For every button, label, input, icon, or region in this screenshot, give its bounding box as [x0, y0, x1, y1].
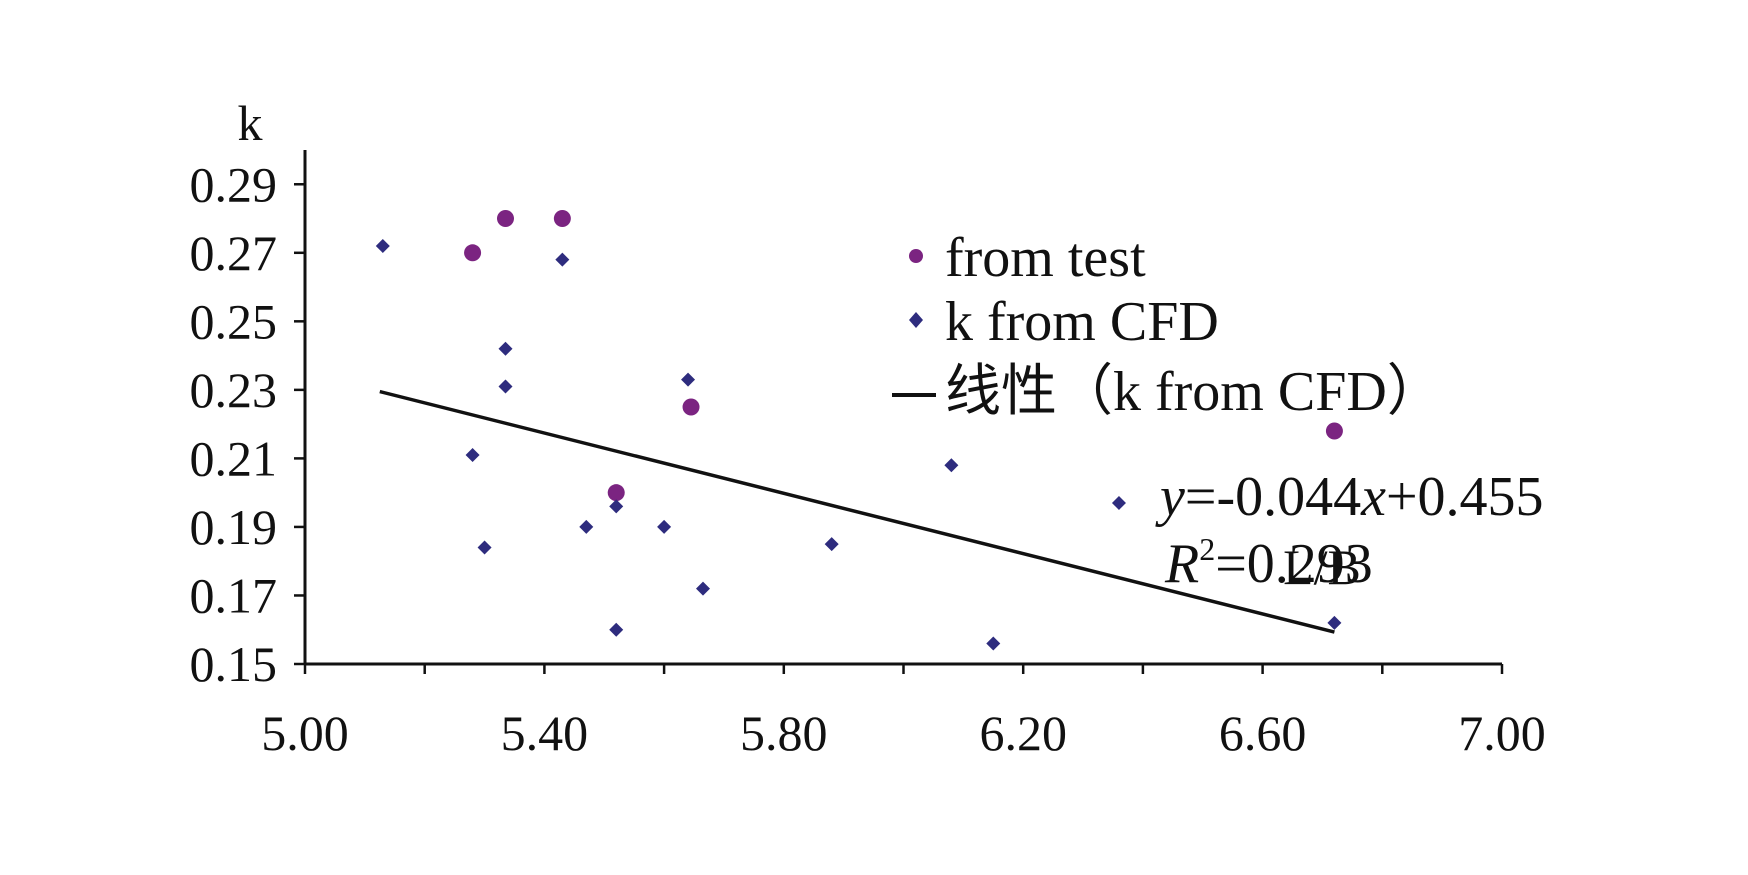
series-group [375, 210, 1343, 651]
point-from-test [607, 484, 625, 502]
equation-x: x [1360, 466, 1386, 528]
point-k-from-cfd [477, 540, 492, 555]
y-tick-label: 0.21 [190, 430, 278, 486]
point-k-from-cfd [657, 519, 672, 534]
point-k-from-cfd [609, 622, 624, 637]
point-k-from-cfd [555, 252, 570, 267]
point-k-from-cfd [579, 519, 594, 534]
point-k-from-cfd [824, 537, 839, 552]
equation-slope: =-0.044 [1185, 466, 1361, 528]
trendline-equation: y=-0.044x+0.455 R2=0.293 [1155, 466, 1544, 595]
y-tick-label: 0.19 [190, 499, 278, 555]
r-squared-value: =0.293 [1215, 533, 1373, 595]
legend-marker-k-from-cfd [909, 312, 923, 328]
legend: from test k from CFD 线性（k from CFD） [892, 227, 1443, 423]
legend-label-k-from-cfd: k from CFD [945, 291, 1219, 353]
equation-text: y=-0.044x+0.455 [1155, 466, 1544, 528]
y-tick-label: 0.15 [190, 636, 278, 692]
point-from-test [1325, 422, 1343, 440]
point-k-from-cfd [1327, 615, 1342, 630]
x-tick-label: 5.40 [501, 705, 589, 761]
point-k-from-cfd [681, 372, 696, 387]
x-tick-label: 6.20 [979, 705, 1067, 761]
legend-marker-from-test [909, 249, 923, 263]
r-squared-superscript: 2 [1199, 531, 1215, 567]
y-tick-label: 0.23 [190, 362, 278, 418]
point-k-from-cfd [696, 581, 711, 596]
equation-intercept: +0.455 [1386, 466, 1544, 528]
trendline [379, 389, 1335, 634]
point-k-from-cfd [944, 458, 959, 473]
point-from-test [553, 210, 571, 228]
r-squared-symbol: R [1164, 533, 1199, 595]
x-tick-label: 6.60 [1219, 705, 1307, 761]
y-axis-ticks: 0.15 0.17 0.19 0.21 0.23 0.25 0.27 0.29 [190, 156, 305, 692]
trendline-group [379, 389, 1335, 634]
x-axis-label: L/B [1283, 539, 1361, 595]
point-k-from-cfd [498, 341, 513, 356]
y-tick-label: 0.29 [190, 156, 278, 212]
x-axis-ticks: 5.00 5.40 5.80 6.20 6.60 7.00 [261, 664, 1546, 761]
r-squared-text: R2=0.293 [1164, 531, 1373, 595]
point-k-from-cfd [375, 238, 390, 253]
y-tick-label: 0.17 [190, 567, 278, 623]
point-k-from-cfd [609, 499, 624, 514]
equation-y: y [1155, 466, 1185, 528]
y-tick-label: 0.27 [190, 225, 278, 281]
x-tick-label: 7.00 [1458, 705, 1546, 761]
point-from-test [682, 398, 700, 416]
point-k-from-cfd [986, 636, 1001, 651]
point-from-test [496, 210, 514, 228]
point-k-from-cfd [1111, 495, 1126, 510]
x-tick-label: 5.00 [261, 705, 349, 761]
point-k-from-cfd [498, 379, 513, 394]
y-tick-label: 0.25 [190, 293, 278, 349]
legend-label-from-test: from test [945, 227, 1146, 289]
y-axis-label: k [238, 95, 263, 151]
x-tick-label: 5.80 [740, 705, 828, 761]
point-from-test [464, 244, 482, 262]
point-k-from-cfd [465, 447, 480, 462]
legend-label-trendline: 线性（k from CFD） [945, 361, 1443, 423]
